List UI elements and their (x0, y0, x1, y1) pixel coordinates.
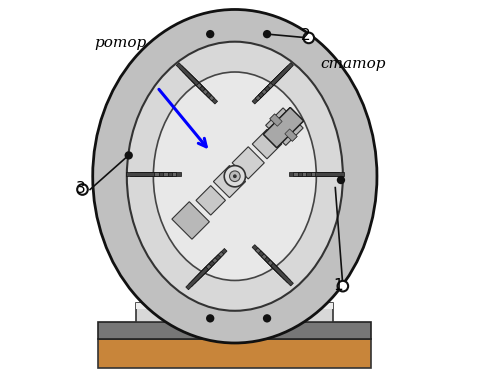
Polygon shape (262, 254, 284, 277)
Circle shape (230, 171, 240, 182)
Polygon shape (264, 108, 304, 148)
Bar (136, 303, 334, 309)
Circle shape (206, 314, 214, 323)
Polygon shape (192, 261, 214, 283)
Circle shape (337, 176, 345, 184)
Polygon shape (126, 172, 154, 176)
Polygon shape (252, 129, 282, 159)
Polygon shape (289, 172, 318, 176)
Polygon shape (186, 267, 208, 290)
Polygon shape (188, 75, 212, 98)
Polygon shape (195, 258, 218, 280)
Polygon shape (130, 172, 159, 176)
Text: статор: статор (320, 57, 386, 71)
Polygon shape (189, 264, 212, 287)
Bar (98, 322, 372, 339)
Polygon shape (152, 172, 180, 176)
Circle shape (263, 314, 271, 323)
Circle shape (263, 30, 271, 38)
Polygon shape (262, 72, 284, 95)
Polygon shape (264, 108, 304, 148)
Bar (98, 339, 372, 368)
Polygon shape (139, 172, 168, 176)
Polygon shape (135, 172, 163, 176)
Polygon shape (306, 172, 335, 176)
Polygon shape (268, 66, 290, 89)
Polygon shape (186, 72, 208, 95)
Circle shape (206, 30, 214, 38)
Polygon shape (192, 78, 214, 101)
Polygon shape (255, 248, 278, 271)
Polygon shape (148, 172, 176, 176)
Circle shape (230, 299, 239, 308)
Polygon shape (144, 172, 172, 176)
Polygon shape (214, 166, 246, 198)
Polygon shape (285, 129, 297, 141)
Polygon shape (264, 257, 287, 280)
Text: 1: 1 (334, 278, 343, 293)
Polygon shape (311, 172, 340, 176)
Polygon shape (204, 249, 227, 271)
Polygon shape (180, 66, 202, 89)
Circle shape (124, 151, 133, 160)
Circle shape (77, 184, 88, 195)
Polygon shape (270, 114, 282, 126)
Polygon shape (182, 69, 205, 92)
Polygon shape (298, 172, 326, 176)
Text: ротор: ротор (94, 36, 147, 50)
Polygon shape (176, 63, 199, 86)
Polygon shape (258, 251, 281, 274)
Polygon shape (302, 172, 330, 176)
Polygon shape (315, 172, 344, 176)
Polygon shape (232, 147, 264, 179)
Polygon shape (294, 172, 322, 176)
Bar (136, 303, 334, 322)
Polygon shape (270, 114, 282, 126)
Text: 3: 3 (76, 181, 86, 196)
Polygon shape (252, 81, 275, 104)
Polygon shape (201, 252, 224, 274)
Polygon shape (270, 263, 293, 286)
Circle shape (338, 281, 348, 291)
Polygon shape (270, 63, 293, 86)
Polygon shape (268, 260, 290, 283)
Ellipse shape (92, 9, 377, 343)
Polygon shape (195, 81, 218, 104)
Ellipse shape (154, 72, 316, 280)
Ellipse shape (127, 42, 343, 311)
Circle shape (224, 166, 246, 187)
Polygon shape (198, 255, 221, 277)
Polygon shape (258, 75, 281, 98)
Polygon shape (285, 129, 297, 141)
Text: 2: 2 (301, 28, 311, 43)
Circle shape (233, 174, 236, 178)
Polygon shape (196, 186, 226, 215)
Polygon shape (266, 108, 303, 146)
Polygon shape (172, 202, 210, 239)
Circle shape (304, 33, 314, 43)
Polygon shape (255, 78, 278, 101)
Polygon shape (252, 245, 275, 268)
Polygon shape (264, 69, 287, 92)
